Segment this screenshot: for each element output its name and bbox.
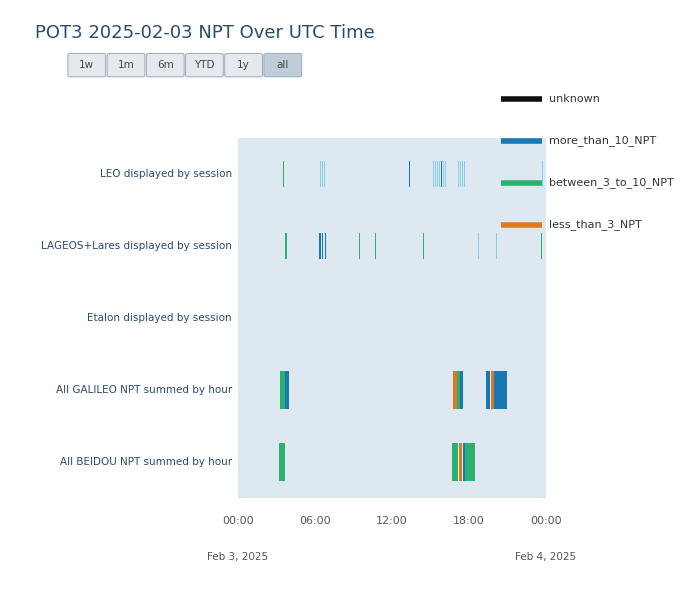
Bar (494, 371, 498, 409)
Text: 6m: 6m (157, 60, 174, 70)
Text: Etalon displayed by session: Etalon displayed by session (88, 313, 232, 323)
Text: LAGEOS+Lares displayed by session: LAGEOS+Lares displayed by session (41, 241, 232, 251)
Text: 00:00: 00:00 (530, 516, 562, 526)
Bar (486, 371, 491, 409)
Bar (280, 371, 284, 409)
Bar (319, 233, 321, 259)
Text: all: all (276, 60, 289, 70)
Text: All BEIDOU NPT summed by hour: All BEIDOU NPT summed by hour (60, 457, 232, 467)
Bar (283, 161, 284, 187)
Bar (452, 443, 458, 481)
Text: POT3 2025-02-03 NPT Over UTC Time: POT3 2025-02-03 NPT Over UTC Time (35, 24, 375, 42)
Bar (501, 371, 507, 409)
Bar (322, 161, 323, 187)
Text: between_3_to_10_NPT: between_3_to_10_NPT (550, 178, 674, 188)
Text: Feb 3, 2025: Feb 3, 2025 (207, 552, 269, 562)
Text: less_than_3_NPT: less_than_3_NPT (550, 220, 643, 230)
Text: 12:00: 12:00 (376, 516, 408, 526)
Text: 1m: 1m (118, 60, 134, 70)
Bar (541, 233, 542, 259)
Bar (324, 161, 326, 187)
Bar (491, 371, 494, 409)
Bar (286, 233, 287, 259)
Bar (498, 371, 502, 409)
Bar (470, 443, 475, 481)
Bar (463, 443, 466, 481)
Bar (285, 371, 288, 409)
Bar (459, 443, 463, 481)
Bar (460, 371, 463, 409)
Text: LEO displayed by session: LEO displayed by session (99, 169, 232, 179)
Bar (453, 371, 456, 409)
Text: 00:00: 00:00 (222, 516, 254, 526)
Text: 1y: 1y (237, 60, 250, 70)
Text: YTD: YTD (194, 60, 215, 70)
Bar (325, 233, 326, 259)
Bar (465, 443, 470, 481)
Text: All GALILEO NPT summed by hour: All GALILEO NPT summed by hour (55, 385, 232, 395)
Text: 1w: 1w (79, 60, 95, 70)
Text: more_than_10_NPT: more_than_10_NPT (550, 136, 657, 146)
Bar (457, 371, 460, 409)
Text: 06:00: 06:00 (299, 516, 331, 526)
Text: unknown: unknown (550, 94, 601, 104)
Bar (279, 443, 286, 481)
Text: Feb 4, 2025: Feb 4, 2025 (515, 552, 577, 562)
Text: 18:00: 18:00 (453, 516, 485, 526)
Bar (322, 233, 323, 259)
Bar (320, 161, 321, 187)
